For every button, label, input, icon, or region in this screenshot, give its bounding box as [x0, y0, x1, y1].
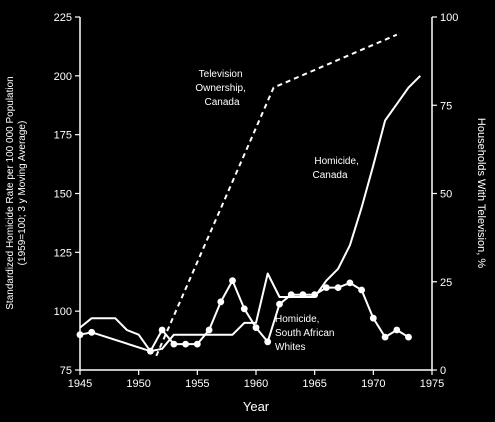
data-point-marker	[369, 314, 377, 322]
data-point-marker	[252, 324, 260, 331]
data-point-marker	[229, 277, 236, 284]
data-point-marker	[405, 333, 412, 341]
data-point-marker	[170, 340, 178, 348]
y-right-tick-label: 75	[440, 100, 452, 112]
data-point-marker	[276, 300, 283, 308]
x-tick-label: 1955	[185, 378, 209, 390]
x-tick-label: 1945	[68, 378, 92, 390]
homicide-sa-label: Homicide, South African Whites	[275, 314, 337, 353]
tv-series-label: Television Ownership, Canada	[195, 69, 248, 108]
data-point-marker	[334, 284, 342, 291]
y-left-tick-label: 175	[54, 130, 72, 142]
y-right-tick-label: 50	[440, 189, 452, 201]
x-tick-label: 1965	[302, 378, 326, 390]
axes	[79, 17, 433, 371]
tv-label-line1: Television	[199, 69, 243, 80]
data-point-marker	[311, 291, 319, 299]
data-point-marker	[240, 305, 248, 313]
data-point-marker	[193, 340, 201, 348]
data-point-marker	[217, 298, 225, 306]
y-left-tick-label: 100	[54, 306, 72, 318]
data-point-marker	[182, 340, 190, 348]
y-right-tick-label: 25	[440, 277, 452, 289]
y-axis-left-title-line2: (1959=100; 3 y Moving Average)	[17, 121, 28, 266]
homicide-sa-line1: Homicide,	[275, 314, 319, 325]
y-right-tick-label: 100	[440, 12, 458, 24]
data-point-marker	[158, 326, 166, 334]
data-point-marker	[76, 331, 84, 339]
series-line-homicide-canada	[79, 75, 422, 353]
data-point-marker	[88, 328, 96, 336]
y-left-tick-label: 200	[54, 71, 72, 83]
x-tick-label: 1975	[420, 378, 444, 390]
homicide-canada-line1: Homicide,	[314, 156, 358, 167]
data-point-marker	[287, 291, 295, 299]
data-point-marker	[393, 326, 401, 334]
homicide-canada-line2: Canada	[312, 170, 347, 181]
tv-label-line3: Canada	[204, 97, 239, 108]
data-point-marker	[147, 347, 154, 355]
x-tick-label: 1970	[361, 378, 385, 390]
data-point-marker	[264, 338, 272, 346]
y-axis-left-title-line1: Standardized Homicide Rate per 100 000 P…	[5, 76, 16, 310]
ticks: 1945 1950 1955 1960 1965 1970 1975 75 100 125 150 1…	[54, 12, 459, 390]
homicide-sa-line2: South African	[275, 328, 334, 339]
data-point-marker	[205, 326, 213, 334]
series-line-television-ownership-canada	[155, 33, 398, 357]
tv-label-line2: Ownership,	[195, 83, 246, 94]
y-left-tick-label: 225	[54, 12, 72, 24]
data-point-marker	[299, 291, 307, 299]
y-right-tick-label: 0	[440, 365, 446, 377]
data-point-marker	[346, 279, 354, 287]
data-point-marker	[323, 284, 330, 291]
y-left-tick-label: 125	[54, 247, 72, 259]
x-axis-title: Year	[243, 399, 270, 414]
data-point-marker	[358, 286, 365, 294]
homicide-sa-line3: Whites	[275, 342, 306, 353]
homicide-canada-label: Homicide, Canada	[312, 156, 361, 181]
series	[76, 33, 422, 357]
x-tick-label: 1960	[244, 378, 268, 390]
y-axis-right-title: Households With Television, %	[475, 118, 487, 268]
y-left-tick-label: 150	[54, 189, 72, 201]
x-tick-label: 1950	[126, 378, 150, 390]
data-point-marker	[381, 333, 389, 341]
y-left-tick-label: 75	[60, 365, 72, 377]
